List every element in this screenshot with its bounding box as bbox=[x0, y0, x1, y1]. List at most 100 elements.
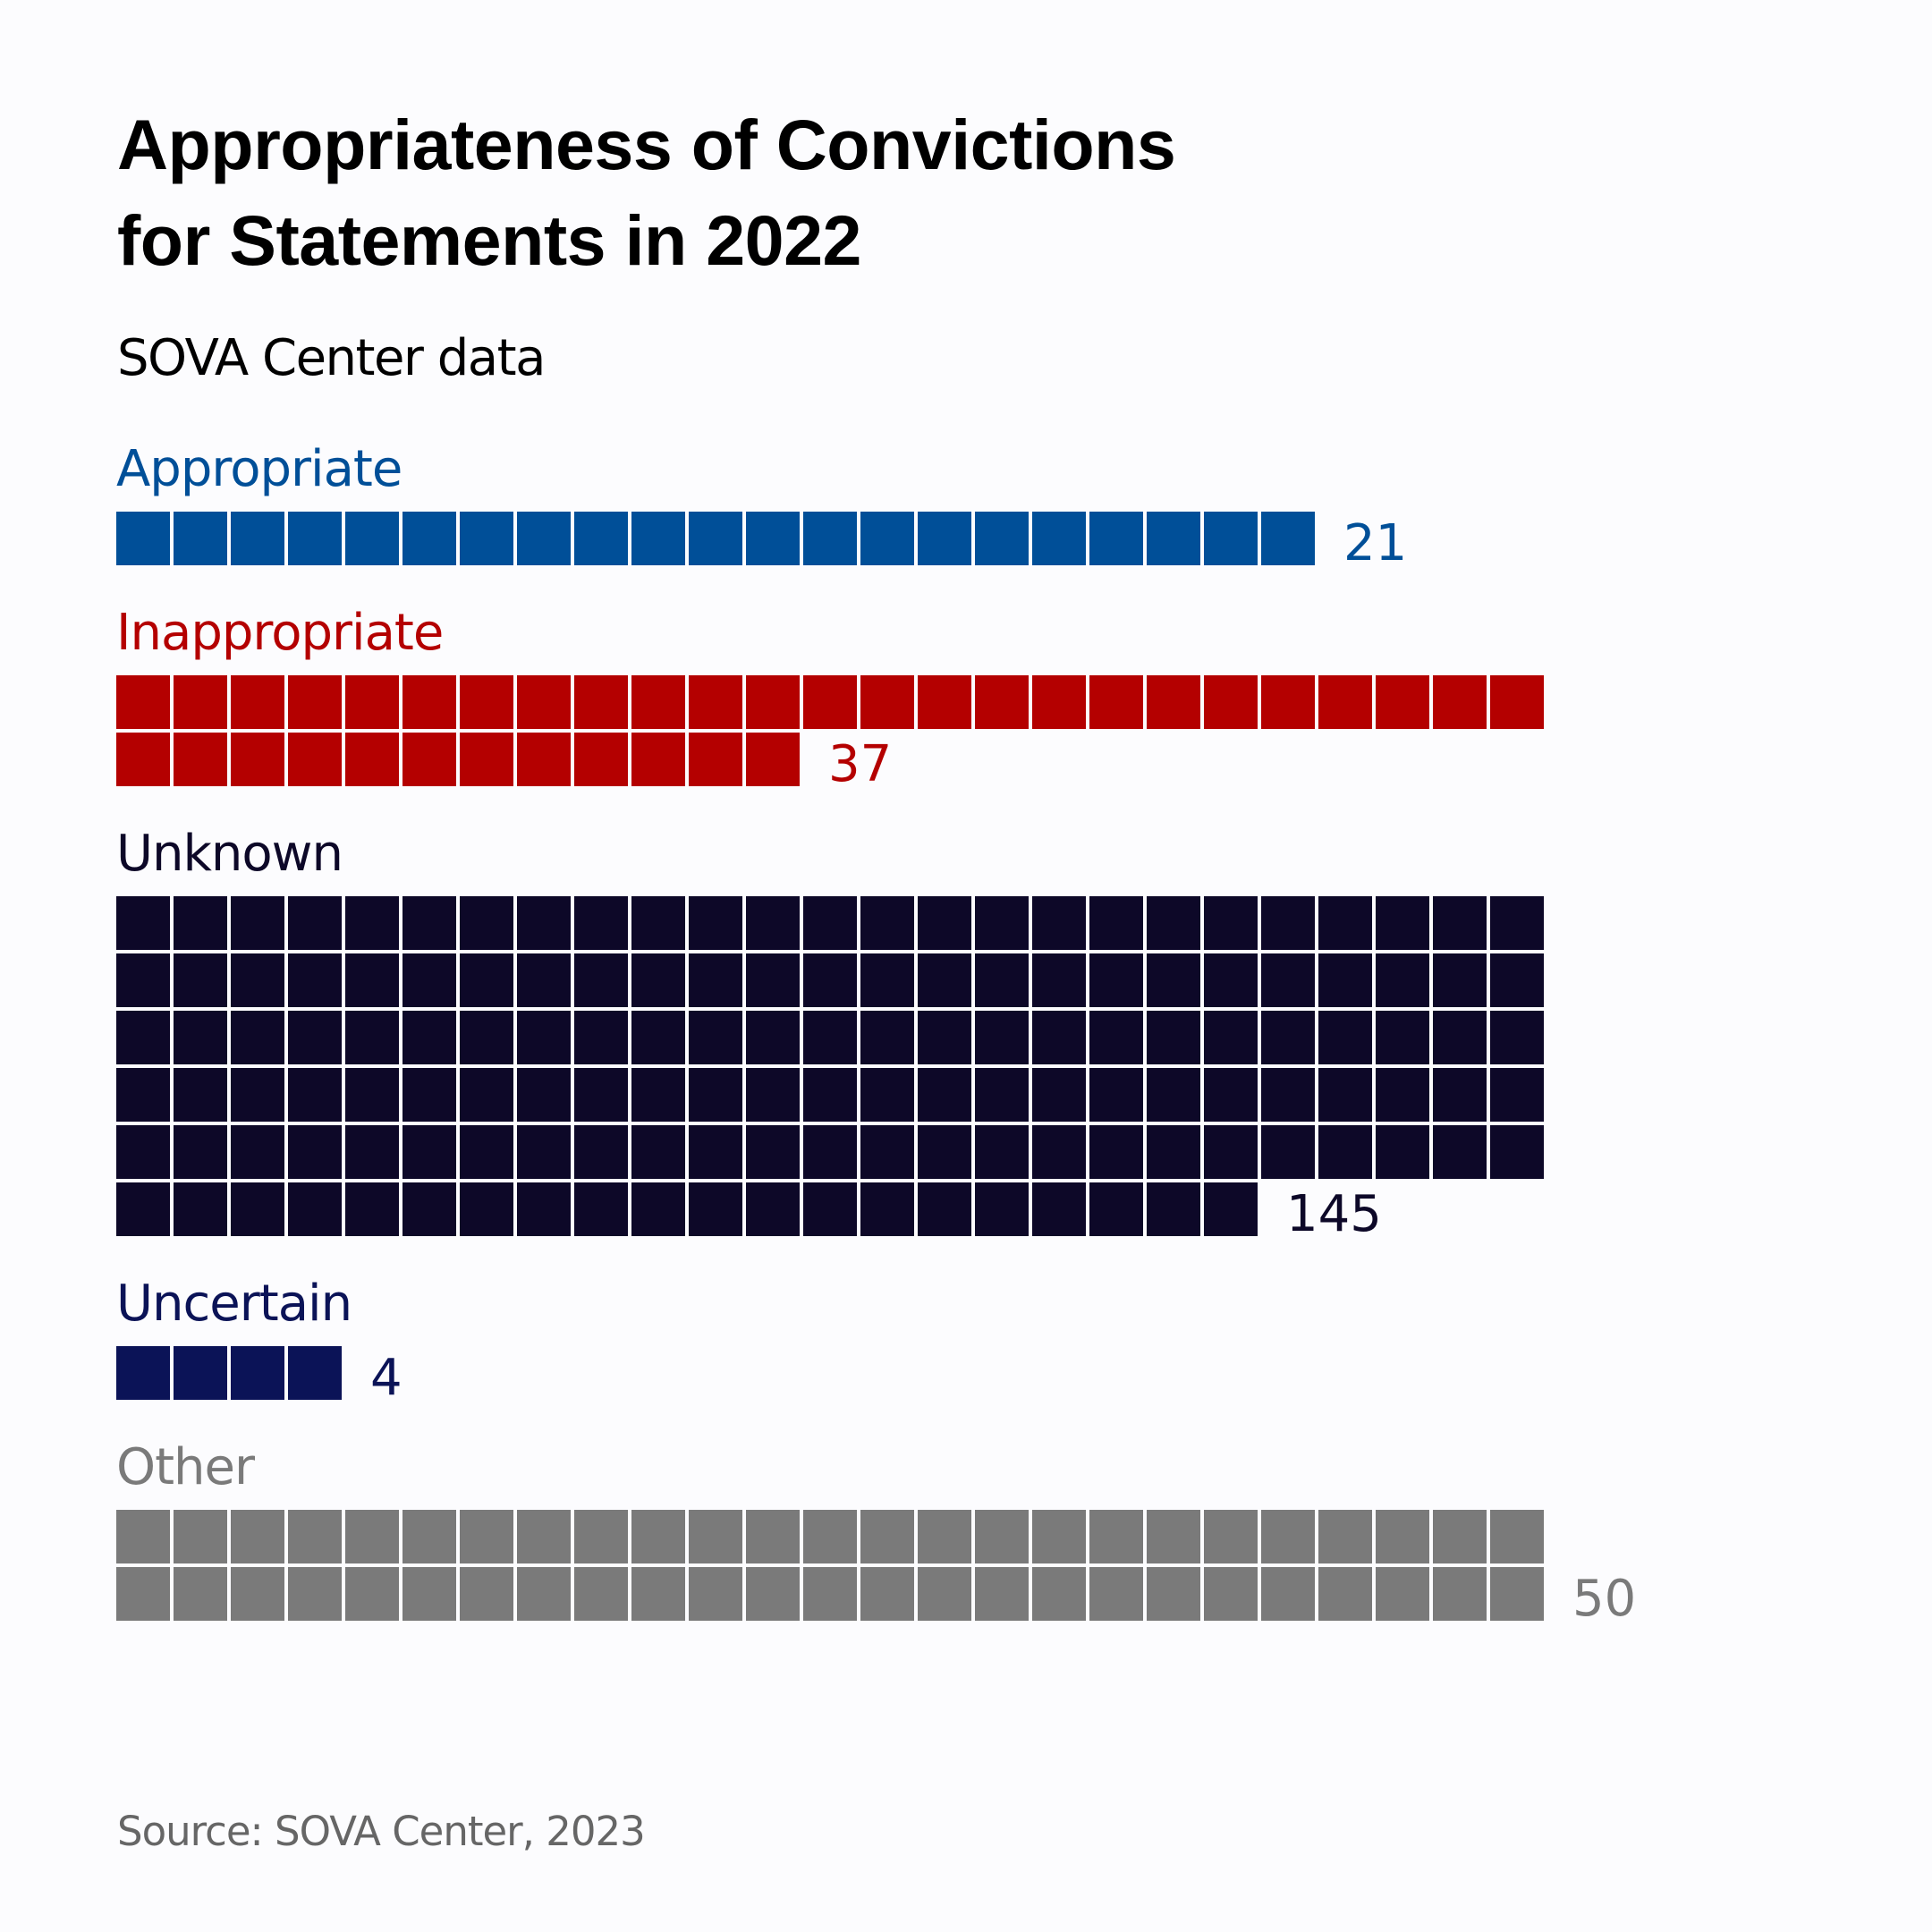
waffle-square bbox=[402, 1510, 456, 1563]
waffle-square bbox=[345, 1011, 399, 1064]
waffle-square bbox=[1433, 1567, 1487, 1621]
waffle-square bbox=[1204, 1125, 1258, 1179]
source-note: Source: SOVA Center, 2023 bbox=[117, 1808, 646, 1855]
waffle-square bbox=[1089, 1125, 1143, 1179]
waffle-square bbox=[460, 1182, 513, 1236]
waffle-square bbox=[1318, 896, 1372, 950]
waffle-square bbox=[1147, 896, 1200, 950]
waffle-square bbox=[918, 953, 971, 1007]
waffle-square bbox=[975, 512, 1029, 565]
waffle-square bbox=[1089, 896, 1143, 950]
waffle-square bbox=[1032, 1182, 1086, 1236]
waffle-square bbox=[574, 1068, 628, 1122]
waffle-square bbox=[689, 1567, 742, 1621]
waffle-square bbox=[918, 1068, 971, 1122]
waffle-square bbox=[1032, 896, 1086, 950]
waffle-square bbox=[517, 1182, 571, 1236]
waffle-square bbox=[689, 1125, 742, 1179]
waffle-square bbox=[288, 1068, 342, 1122]
waffle-square bbox=[803, 1567, 857, 1621]
waffle-square bbox=[689, 1068, 742, 1122]
waffle-square bbox=[116, 1011, 170, 1064]
waffle-square bbox=[231, 1068, 284, 1122]
waffle-square bbox=[345, 1182, 399, 1236]
waffle-square bbox=[116, 1125, 170, 1179]
waffle-square bbox=[1204, 1011, 1258, 1064]
waffle-square bbox=[1147, 675, 1200, 729]
waffle-square bbox=[1204, 1182, 1258, 1236]
waffle-square bbox=[918, 1182, 971, 1236]
waffle-square bbox=[174, 1068, 227, 1122]
chart-title-line-2: for Statements in 2022 bbox=[117, 200, 861, 280]
waffle-square bbox=[1089, 1068, 1143, 1122]
waffle-square bbox=[860, 896, 914, 950]
waffle-square bbox=[345, 953, 399, 1007]
waffle-square bbox=[574, 1510, 628, 1563]
waffle-square bbox=[975, 1125, 1029, 1179]
category-label: Inappropriate bbox=[116, 604, 443, 662]
waffle-square bbox=[746, 1011, 800, 1064]
waffle-square bbox=[689, 1011, 742, 1064]
waffle-square bbox=[1261, 1125, 1315, 1179]
waffle-square bbox=[1376, 1567, 1429, 1621]
waffle-square bbox=[631, 953, 685, 1007]
waffle-square bbox=[1261, 675, 1315, 729]
waffle-square bbox=[231, 953, 284, 1007]
waffle-square bbox=[918, 1011, 971, 1064]
waffle-square bbox=[1376, 1068, 1429, 1122]
waffle-square bbox=[1261, 896, 1315, 950]
waffle-square bbox=[1032, 675, 1086, 729]
waffle-square bbox=[975, 1011, 1029, 1064]
waffle-square bbox=[1261, 953, 1315, 1007]
waffle-square bbox=[1433, 896, 1487, 950]
waffle-square bbox=[1318, 1068, 1372, 1122]
waffle-square bbox=[116, 1182, 170, 1236]
waffle-square bbox=[1089, 953, 1143, 1007]
waffle-square bbox=[460, 896, 513, 950]
waffle-square bbox=[1261, 1068, 1315, 1122]
waffle-square bbox=[174, 733, 227, 786]
waffle-square bbox=[746, 675, 800, 729]
waffle-square bbox=[288, 1011, 342, 1064]
waffle-square bbox=[1318, 1011, 1372, 1064]
waffle-square bbox=[689, 953, 742, 1007]
value-label: 4 bbox=[370, 1349, 402, 1407]
waffle-square bbox=[860, 953, 914, 1007]
waffle-square bbox=[231, 1011, 284, 1064]
waffle-square bbox=[1376, 675, 1429, 729]
waffle-square bbox=[402, 1125, 456, 1179]
waffle-square bbox=[517, 733, 571, 786]
waffle-square bbox=[288, 733, 342, 786]
waffle-square bbox=[975, 1567, 1029, 1621]
waffle-square bbox=[402, 1011, 456, 1064]
waffle-square bbox=[631, 1567, 685, 1621]
waffle-square bbox=[1204, 1068, 1258, 1122]
waffle-square bbox=[1147, 1567, 1200, 1621]
waffle-square bbox=[803, 1510, 857, 1563]
waffle-square bbox=[1433, 953, 1487, 1007]
waffle-square bbox=[231, 1567, 284, 1621]
waffle-square bbox=[1032, 1125, 1086, 1179]
waffle-square bbox=[918, 512, 971, 565]
waffle-square bbox=[746, 1510, 800, 1563]
waffle-square bbox=[116, 1068, 170, 1122]
waffle-square bbox=[689, 733, 742, 786]
waffle-square bbox=[746, 1182, 800, 1236]
waffle-square bbox=[1204, 1510, 1258, 1563]
waffle-square bbox=[918, 1567, 971, 1621]
waffle-square bbox=[174, 953, 227, 1007]
waffle-square bbox=[918, 896, 971, 950]
waffle-square bbox=[860, 1011, 914, 1064]
waffle-square bbox=[1089, 512, 1143, 565]
waffle-square bbox=[746, 1125, 800, 1179]
waffle-square bbox=[231, 1346, 284, 1400]
waffle-square bbox=[1318, 953, 1372, 1007]
category-other: Other 50 bbox=[116, 1438, 1636, 1628]
waffle-square bbox=[631, 733, 685, 786]
waffle-square bbox=[174, 1125, 227, 1179]
waffle-square bbox=[1433, 675, 1487, 729]
waffle-square bbox=[174, 1182, 227, 1236]
waffle-square bbox=[1204, 953, 1258, 1007]
waffle-square bbox=[689, 675, 742, 729]
waffle-square bbox=[345, 733, 399, 786]
